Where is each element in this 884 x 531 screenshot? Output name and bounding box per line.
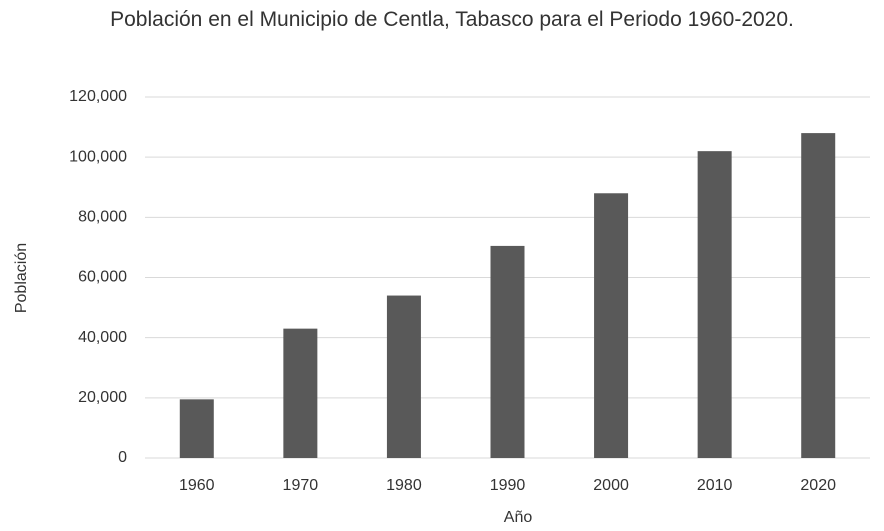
bar (801, 133, 836, 458)
y-tick-label: 40,000 (78, 329, 127, 346)
bar (179, 399, 214, 458)
y-tick-label: 20,000 (78, 389, 127, 406)
x-tick-label: 2000 (593, 477, 629, 494)
x-tick-label: 1980 (386, 477, 422, 494)
y-tick-label: 100,000 (69, 148, 127, 165)
y-tick-label: 80,000 (78, 209, 127, 226)
x-axis-label: Año (504, 509, 533, 526)
x-tick-label: 1990 (490, 477, 526, 494)
bar (594, 193, 629, 458)
x-tick-label: 1970 (283, 477, 319, 494)
y-tick-label: 120,000 (69, 88, 127, 105)
y-tick-label: 0 (118, 449, 127, 466)
bar (697, 151, 732, 458)
bar (490, 245, 525, 458)
bar (283, 328, 318, 458)
bar (386, 295, 421, 458)
y-axis-label: Población (13, 243, 30, 313)
x-tick-label: 1960 (179, 477, 215, 494)
y-tick-label: 60,000 (78, 269, 127, 286)
x-tick-label: 2010 (697, 477, 733, 494)
chart-title: Población en el Municipio de Centla, Tab… (110, 8, 794, 31)
x-tick-label: 2020 (800, 477, 836, 494)
